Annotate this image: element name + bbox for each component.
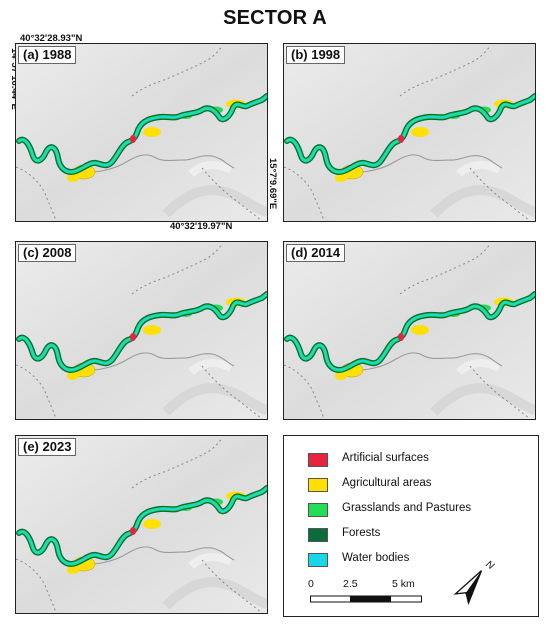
legend-swatch [308, 503, 328, 517]
panel-label: (a) 1988 [18, 46, 77, 64]
north-arrow-icon [453, 570, 483, 606]
map-title: SECTOR A [223, 7, 327, 29]
map-panel-2008: (c) 2008 [15, 241, 268, 420]
scale-label-5km: 5 km [392, 578, 415, 590]
panel-label: (b) 1998 [286, 46, 346, 64]
scale-bar [310, 595, 422, 603]
map-panel-1988: (a) 1988 [15, 43, 268, 222]
legend-swatch [308, 528, 328, 542]
legend-label: Grasslands and Pastures [342, 502, 472, 514]
panel-label: (d) 2014 [286, 244, 346, 262]
scale-label-0: 0 [308, 578, 314, 590]
coord-top-left-lat: 40°32'28.93"N [20, 33, 83, 44]
legend-label: Forests [342, 527, 381, 539]
legend-label: Artificial surfaces [342, 452, 429, 464]
map-panel-2014: (d) 2014 [283, 241, 536, 420]
coord-right-lon: 15°7'9.69"E [267, 158, 278, 210]
map-panel-1998: (b) 1998 [283, 43, 536, 222]
legend-label: Water bodies [342, 552, 410, 564]
map-panel-2023: (e) 2023 [15, 435, 268, 614]
coord-bottom-right-lat: 40°32'19.97"N [170, 221, 233, 232]
legend-label: Agricultural areas [342, 477, 432, 489]
map-legend: Artificial surfaces Agricultural areas G… [283, 435, 539, 617]
legend-swatch [308, 553, 328, 567]
panel-label: (c) 2008 [18, 244, 77, 262]
legend-swatch [308, 478, 328, 492]
scale-label-2-5: 2.5 [343, 578, 358, 590]
panel-label: (e) 2023 [18, 438, 77, 456]
legend-swatch [308, 453, 328, 467]
